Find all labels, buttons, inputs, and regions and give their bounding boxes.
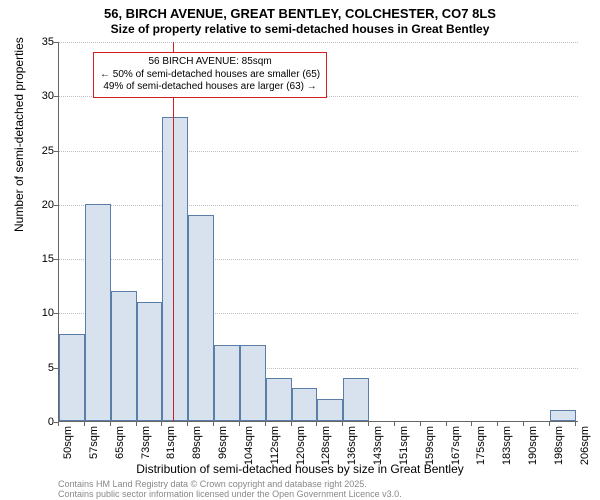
y-tick-label: 30 bbox=[14, 90, 54, 102]
x-tick-mark bbox=[394, 422, 395, 426]
attribution-text: Contains HM Land Registry data © Crown c… bbox=[58, 480, 402, 500]
histogram-bar bbox=[266, 378, 292, 421]
y-tick-mark bbox=[54, 151, 58, 152]
y-tick-label: 10 bbox=[14, 307, 54, 319]
histogram-bar bbox=[162, 117, 188, 421]
annotation-line-3: 49% of semi-detached houses are larger (… bbox=[100, 81, 320, 94]
y-tick-mark bbox=[54, 96, 58, 97]
gridline bbox=[59, 259, 578, 260]
x-tick-mark bbox=[420, 422, 421, 426]
x-tick-mark bbox=[471, 422, 472, 426]
x-tick-mark bbox=[110, 422, 111, 426]
x-tick-mark bbox=[84, 422, 85, 426]
reference-annotation: 56 BIRCH AVENUE: 85sqm ← 50% of semi-det… bbox=[93, 52, 327, 98]
x-tick-mark bbox=[446, 422, 447, 426]
annotation-line-2: ← 50% of semi-detached houses are smalle… bbox=[100, 69, 320, 82]
x-tick-mark bbox=[575, 422, 576, 426]
chart-title-main: 56, BIRCH AVENUE, GREAT BENTLEY, COLCHES… bbox=[0, 6, 600, 21]
histogram-bar bbox=[550, 410, 576, 421]
x-tick-mark bbox=[187, 422, 188, 426]
x-axis-label: Distribution of semi-detached houses by … bbox=[0, 462, 600, 476]
y-tick-label: 25 bbox=[14, 145, 54, 157]
histogram-bar bbox=[137, 302, 163, 421]
y-tick-mark bbox=[54, 42, 58, 43]
histogram-bar bbox=[188, 215, 214, 421]
x-tick-mark bbox=[265, 422, 266, 426]
x-tick-mark bbox=[239, 422, 240, 426]
histogram-bar bbox=[85, 204, 111, 421]
x-tick-mark bbox=[523, 422, 524, 426]
histogram-bar bbox=[240, 345, 266, 421]
x-tick-mark bbox=[213, 422, 214, 426]
x-tick-mark bbox=[497, 422, 498, 426]
gridline bbox=[59, 42, 578, 43]
gridline bbox=[59, 151, 578, 152]
attribution-line-2: Contains public sector information licen… bbox=[58, 489, 402, 499]
gridline bbox=[59, 205, 578, 206]
histogram-bar bbox=[317, 399, 343, 421]
y-tick-label: 20 bbox=[14, 199, 54, 211]
y-tick-mark bbox=[54, 368, 58, 369]
chart-title-sub: Size of property relative to semi-detach… bbox=[0, 22, 600, 36]
x-tick-mark bbox=[161, 422, 162, 426]
chart-container: 56, BIRCH AVENUE, GREAT BENTLEY, COLCHES… bbox=[0, 0, 600, 500]
histogram-bar bbox=[111, 291, 137, 421]
y-tick-label: 5 bbox=[14, 362, 54, 374]
y-tick-mark bbox=[54, 313, 58, 314]
x-tick-mark bbox=[58, 422, 59, 426]
y-tick-label: 35 bbox=[14, 36, 54, 48]
plot-area bbox=[58, 42, 578, 422]
y-tick-label: 0 bbox=[14, 416, 54, 428]
x-tick-mark bbox=[316, 422, 317, 426]
x-tick-mark bbox=[136, 422, 137, 426]
histogram-bar bbox=[214, 345, 240, 421]
y-tick-label: 15 bbox=[14, 253, 54, 265]
x-tick-mark bbox=[368, 422, 369, 426]
annotation-line-1: 56 BIRCH AVENUE: 85sqm bbox=[100, 56, 320, 69]
histogram-bar bbox=[59, 334, 85, 421]
y-tick-mark bbox=[54, 205, 58, 206]
reference-line bbox=[173, 42, 174, 421]
histogram-bar bbox=[343, 378, 369, 421]
histogram-bar bbox=[292, 388, 318, 421]
x-tick-mark bbox=[291, 422, 292, 426]
x-tick-mark bbox=[549, 422, 550, 426]
attribution-line-1: Contains HM Land Registry data © Crown c… bbox=[58, 479, 367, 489]
x-tick-mark bbox=[342, 422, 343, 426]
y-tick-mark bbox=[54, 259, 58, 260]
